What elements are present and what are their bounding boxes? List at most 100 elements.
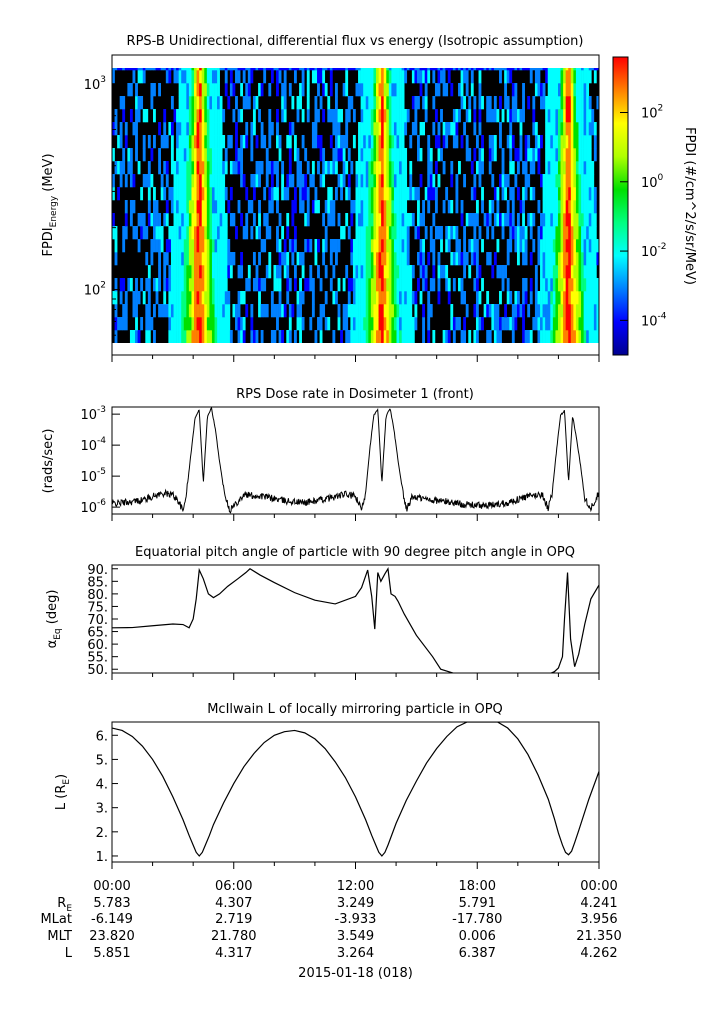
spectrogram-cell: [506, 135, 510, 149]
spectrogram-cell: [370, 174, 374, 188]
spectrogram-cell: [552, 278, 556, 292]
spectrogram-cell: [511, 68, 515, 71]
spectrogram-cell: [329, 83, 333, 97]
spectrogram-cell: [186, 252, 190, 266]
spectrogram-cell: [514, 174, 518, 188]
spectrogram-cell: [460, 96, 464, 110]
spectrogram-cell: [201, 226, 205, 240]
spectrogram-cell: [278, 252, 282, 266]
spectrogram-cell: [265, 226, 269, 240]
spectrogram-cell: [165, 68, 169, 71]
ephemeris-value: 4.241: [580, 896, 617, 911]
spectrogram-cell: [424, 83, 428, 97]
spectrogram-cell: [288, 317, 292, 331]
spectrogram-cell: [547, 68, 551, 71]
spectrogram-cell: [563, 109, 566, 123]
spectrogram-cell: [278, 330, 282, 343]
spectrogram-cell: [386, 304, 390, 318]
spectrogram-cell: [276, 317, 279, 331]
spectrogram-cell: [442, 265, 446, 279]
spectrogram-cell: [473, 278, 477, 292]
spectrogram-cell: [358, 148, 361, 162]
spectrogram-cell: [373, 317, 377, 331]
spectrogram-cell: [283, 265, 287, 279]
spectrogram-cell: [350, 96, 354, 110]
spectrogram-cell: [288, 239, 292, 253]
spectrogram-cell: [365, 304, 369, 318]
spectrogram-cell: [188, 96, 192, 110]
spectrogram-cell: [324, 317, 328, 331]
spectrogram-cell: [340, 148, 343, 162]
spectrogram-cell: [145, 304, 149, 318]
spectrogram-cell: [204, 174, 208, 188]
spectrogram-cell: [281, 187, 285, 201]
spectrogram-cell: [442, 161, 446, 175]
spectrogram-cell: [117, 68, 120, 71]
spectrogram-cell: [575, 213, 579, 227]
spectrogram-cell: [345, 135, 349, 149]
spectrogram-cell: [552, 291, 556, 305]
spectrogram-cell: [563, 330, 566, 343]
ephemeris-value: 3.956: [580, 912, 617, 927]
spectrogram-cell: [327, 317, 331, 331]
spectrogram-cell: [201, 278, 205, 292]
spectrogram-cell: [278, 304, 282, 318]
spectrogram-cell: [445, 278, 449, 292]
spectrogram-cell: [506, 291, 510, 305]
spectrogram-cell: [555, 161, 559, 175]
time-tick-label: 18:00: [459, 879, 496, 894]
spectrogram-cell: [563, 68, 566, 71]
spectrogram-cell: [578, 96, 582, 110]
spectrogram-cell: [178, 109, 182, 123]
spectrogram-cell: [575, 265, 579, 279]
spectrogram-cell: [509, 122, 513, 136]
spectrogram-cell: [504, 83, 508, 97]
spectrogram-cell: [140, 187, 144, 201]
spectrogram-cell: [188, 213, 192, 227]
spectrogram-cell: [557, 161, 561, 175]
ephemeris-value: 2.719: [215, 912, 252, 927]
spectrogram-cell: [178, 96, 182, 110]
spectrogram-cell: [355, 330, 359, 343]
spectrogram-cell: [163, 109, 167, 123]
spectrogram-cell: [342, 135, 346, 149]
spectrogram-cell: [355, 200, 359, 214]
spectrogram-cell: [560, 265, 564, 279]
spectrogram-cell: [378, 83, 382, 97]
spectrogram-cell: [322, 239, 326, 253]
spectrogram-cell: [593, 70, 597, 84]
spectrogram-cell: [163, 135, 167, 149]
spectrogram-cell: [363, 83, 367, 97]
spectrogram-cell: [555, 239, 559, 253]
spectrogram-cell: [188, 83, 192, 97]
spectrogram-cell: [132, 68, 136, 71]
spectrogram-cell: [286, 135, 290, 149]
spectrogram-cell: [214, 278, 218, 292]
spectrogram-cell: [176, 252, 179, 266]
spectrogram-cell: [540, 278, 543, 292]
spectrogram-cell: [368, 304, 372, 318]
spectrogram-cell: [263, 70, 267, 84]
spectrogram-cell: [404, 70, 408, 84]
spectrogram-cell: [181, 70, 185, 84]
spectrogram-cell: [334, 109, 338, 123]
spectrogram-cell: [537, 161, 541, 175]
spectrogram-cell: [286, 265, 290, 279]
spectrogram-cell: [468, 330, 472, 343]
spectrogram-cell: [381, 96, 384, 110]
spectrogram-cell: [381, 226, 384, 240]
spectrogram-cell: [388, 174, 392, 188]
spectrogram-cell: [411, 122, 415, 136]
spectrogram-cell: [317, 68, 320, 71]
spectrogram-cell: [342, 68, 346, 71]
spectrogram-cell: [511, 83, 515, 97]
spectrogram-cell: [191, 252, 195, 266]
spectrogram-cell: [388, 317, 392, 331]
spectrogram-cell: [568, 148, 572, 162]
spectrogram-cell: [499, 317, 502, 331]
spectrogram-cell: [586, 226, 590, 240]
spectrogram-cell: [424, 109, 428, 123]
spectrogram-cell: [363, 239, 367, 253]
spectrogram-cell: [365, 278, 369, 292]
spectrogram-cell: [522, 187, 525, 201]
